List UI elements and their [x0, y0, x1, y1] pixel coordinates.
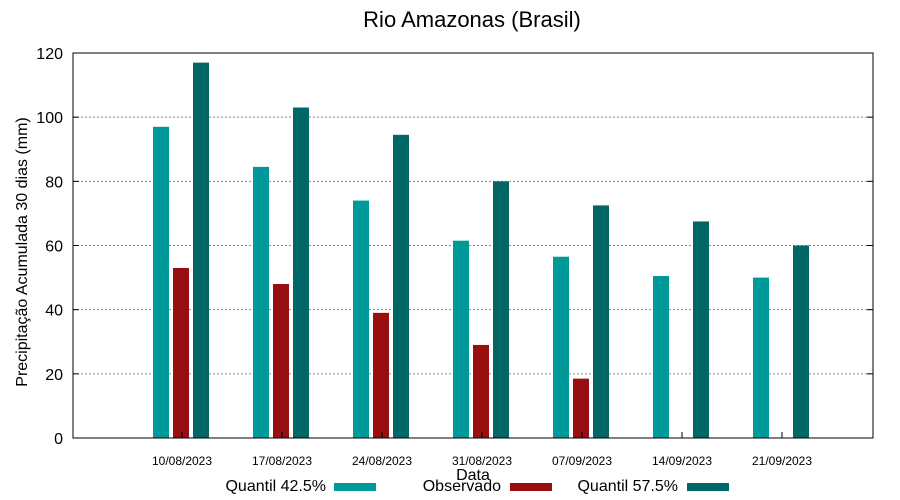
- x-tick-label: 14/09/2023: [652, 454, 712, 468]
- bars: [153, 62, 809, 439]
- legend-swatch: [334, 483, 376, 491]
- bar-quantil-57-5: [793, 245, 809, 438]
- x-axis-ticks: 10/08/2023 17/08/2023 24/08/2023 31/08/2023…: [152, 432, 812, 468]
- y-tick-label: 100: [36, 110, 63, 127]
- bar-quantil-42-5: [553, 256, 569, 438]
- y-tick-label: 120: [36, 46, 63, 63]
- y-tick-label: 80: [45, 174, 63, 191]
- bar-observado: [273, 284, 289, 438]
- x-axis-label: Data: [456, 467, 490, 484]
- chart-title: Rio Amazonas (Brasil): [363, 7, 581, 32]
- y-tick-label: 60: [45, 239, 63, 256]
- y-axis-label: Precipitação Acumulada 30 dias (mm): [14, 117, 31, 386]
- bar-quantil-57-5: [593, 205, 609, 438]
- x-tick-label: 10/08/2023: [152, 454, 212, 468]
- y-tick-label: 20: [45, 367, 63, 384]
- legend-label: Quantil 57.5%: [577, 478, 678, 495]
- bar-quantil-42-5: [253, 166, 269, 439]
- legend-label: Quantil 42.5%: [225, 478, 326, 495]
- bar-quantil-57-5: [193, 62, 209, 438]
- bar-quantil-42-5: [453, 240, 469, 438]
- bar-quantil-42-5: [653, 275, 669, 438]
- legend-label: Observado: [423, 478, 501, 495]
- y-tick-label: 0: [54, 431, 63, 448]
- x-tick-label: 31/08/2023: [452, 454, 512, 468]
- bar-quantil-42-5: [753, 277, 769, 438]
- legend-swatch: [687, 483, 729, 491]
- bar-quantil-57-5: [693, 221, 709, 438]
- x-tick-label: 17/08/2023: [252, 454, 312, 468]
- bar-quantil-42-5: [353, 200, 369, 438]
- y-tick-label: 40: [45, 303, 63, 320]
- legend: Quantil 42.5% Observado Quantil 57.5%: [225, 478, 729, 495]
- bar-observado: [573, 378, 589, 438]
- bar-quantil-57-5: [393, 134, 409, 438]
- y-axis-ticks: 0 20 40 60 80 100 120: [36, 46, 873, 448]
- bar-quantil-57-5: [493, 181, 509, 439]
- x-tick-label: 24/08/2023: [352, 454, 412, 468]
- bar-observado: [473, 344, 489, 438]
- bar-observado: [173, 267, 189, 438]
- x-tick-label: 07/09/2023: [552, 454, 612, 468]
- x-tick-label: 21/09/2023: [752, 454, 812, 468]
- bar-quantil-42-5: [153, 126, 169, 439]
- bar-quantil-57-5: [293, 107, 309, 439]
- bar-observado: [373, 312, 389, 438]
- legend-swatch: [510, 483, 552, 491]
